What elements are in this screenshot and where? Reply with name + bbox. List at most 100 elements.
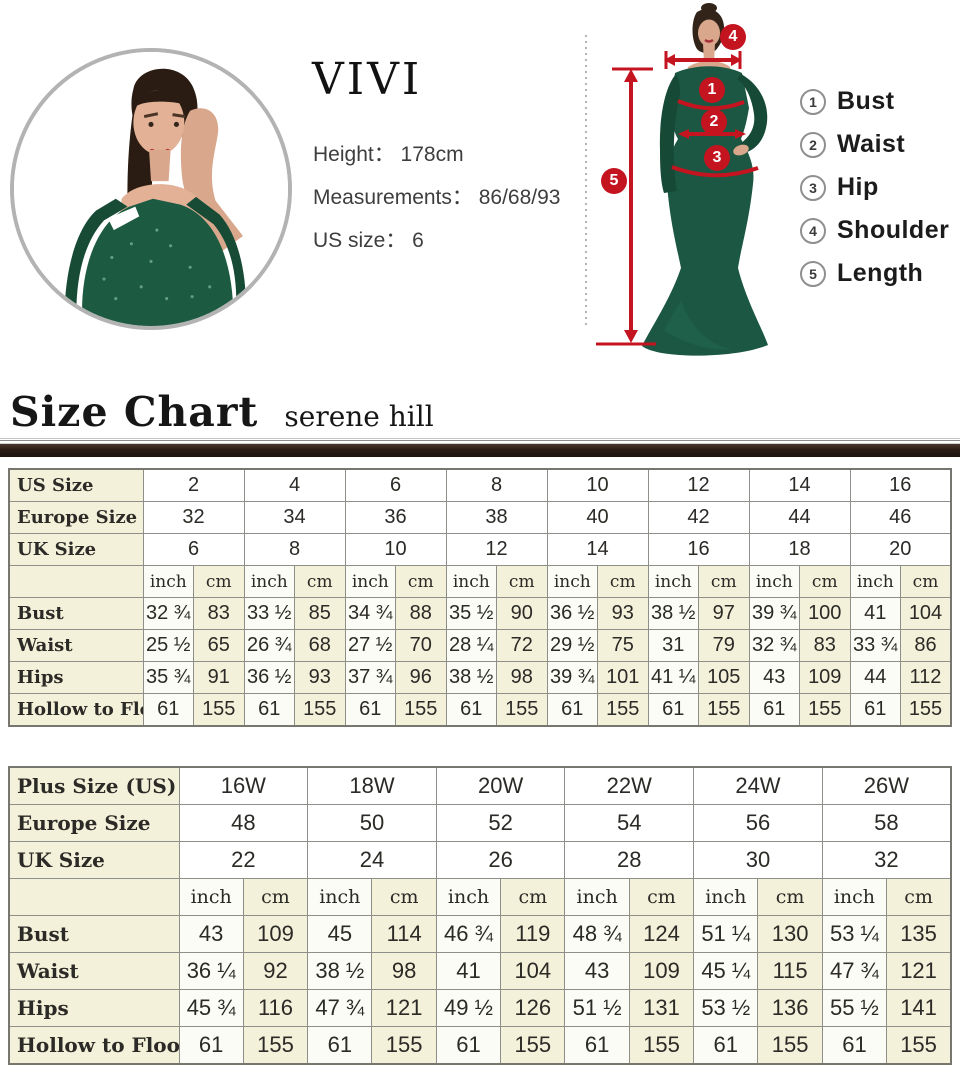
size-cell: 38 xyxy=(445,501,548,534)
inch-value-cell: 46 ¾ xyxy=(435,915,502,953)
size-cell: 6 xyxy=(344,468,447,502)
row-label: US Size xyxy=(8,468,144,502)
inch-value-cell: 45 xyxy=(307,915,373,953)
unit-cm-header: cm xyxy=(900,565,952,598)
inch-value-cell: 61 xyxy=(307,1026,373,1065)
cm-value-cell: 97 xyxy=(698,597,750,630)
size-row: UK Size 6 8 10 12 14 16 18 20 xyxy=(8,533,952,566)
cm-value-cell: 155 xyxy=(597,693,649,727)
cm-value-cell: 141 xyxy=(886,989,952,1027)
measure-marker-2: 2 xyxy=(701,109,727,135)
row-label: UK Size xyxy=(8,841,180,879)
model-photo xyxy=(10,48,292,330)
unit-inch-header: inch xyxy=(693,878,759,916)
size-row: US Size 2 4 6 8 10 12 14 16 xyxy=(8,468,952,502)
cm-value-cell: 96 xyxy=(395,661,447,694)
size-cell: 16 xyxy=(849,468,952,502)
size-row: Europe Size 48 50 52 54 56 58 xyxy=(8,804,952,842)
inch-value-cell: 55 ½ xyxy=(821,989,888,1027)
cm-value-cell: 68 xyxy=(294,629,346,662)
size-cell: 36 xyxy=(344,501,447,534)
inch-value-cell: 45 ¼ xyxy=(693,952,759,990)
inch-value-cell: 61 xyxy=(647,693,699,727)
size-cell: 26W xyxy=(821,766,952,805)
measure-marker-3: 3 xyxy=(704,145,730,171)
model-us-size: US size： 6 xyxy=(313,229,424,252)
unit-inch-header: inch xyxy=(849,565,901,598)
legend-number-icon: 2 xyxy=(800,131,826,158)
inch-value-cell: 29 ½ xyxy=(546,629,598,662)
inch-value-cell: 35 ¾ xyxy=(142,661,194,694)
unit-inch-header: inch xyxy=(344,565,396,598)
unit-cm-header: cm xyxy=(496,565,548,598)
cm-value-cell: 131 xyxy=(628,989,695,1027)
size-cell: 56 xyxy=(693,804,823,842)
row-label: Plus Size (US) xyxy=(8,766,180,805)
measurement-figure: 1 2 3 4 5 xyxy=(560,0,810,385)
measure-marker-1: 1 xyxy=(699,77,725,103)
page-subtitle: serene hill xyxy=(284,400,434,433)
inch-value-cell: 53 ¼ xyxy=(821,915,888,953)
inch-value-cell: 31 xyxy=(647,629,699,662)
row-label xyxy=(8,878,180,916)
legend-number-icon: 5 xyxy=(800,260,826,287)
inch-value-cell: 39 ¾ xyxy=(546,661,598,694)
unit-cm-header: cm xyxy=(886,878,952,916)
row-label: Hips xyxy=(8,989,180,1027)
size-cell: 52 xyxy=(435,804,566,842)
unit-inch-header: inch xyxy=(647,565,699,598)
cm-value-cell: 155 xyxy=(799,693,851,727)
size-cell: 18 xyxy=(748,533,851,566)
cm-value-cell: 121 xyxy=(371,989,437,1027)
inch-value-cell: 33 ½ xyxy=(243,597,295,630)
measurement-legend: 1 Bust 2 Waist 3 Hip 4 Shoulder 5 Length xyxy=(800,80,949,295)
size-row: Plus Size (US) 16W 18W 20W 22W 24W 26W xyxy=(8,766,952,805)
inch-value-cell: 38 ½ xyxy=(445,661,497,694)
standard-size-table: US Size 2 4 6 8 10 12 14 16 Europe Size 32 34 36 38 40… xyxy=(8,468,952,727)
inch-value-cell: 36 ½ xyxy=(546,597,598,630)
inch-value-cell: 61 xyxy=(178,1026,244,1065)
inch-value-cell: 28 ¼ xyxy=(445,629,497,662)
size-cell: 12 xyxy=(647,468,750,502)
unit-inch-header: inch xyxy=(546,565,598,598)
cm-value-cell: 155 xyxy=(698,693,750,727)
inch-value-cell: 43 xyxy=(748,661,800,694)
row-label: Europe Size xyxy=(8,501,144,534)
cm-value-cell: 98 xyxy=(371,952,437,990)
inch-value-cell: 45 ¾ xyxy=(178,989,244,1027)
legend-label: Waist xyxy=(837,130,906,158)
divider-stripes xyxy=(0,438,960,444)
cm-value-cell: 85 xyxy=(294,597,346,630)
size-cell: 44 xyxy=(748,501,851,534)
cm-value-cell: 115 xyxy=(757,952,823,990)
unit-inch-header: inch xyxy=(748,565,800,598)
cm-value-cell: 109 xyxy=(799,661,851,694)
unit-cm-header: cm xyxy=(294,565,346,598)
cm-value-cell: 155 xyxy=(500,1026,566,1065)
inch-value-cell: 27 ½ xyxy=(344,629,396,662)
size-cell: 8 xyxy=(445,468,548,502)
measure-marker-5: 5 xyxy=(601,168,627,194)
cm-value-cell: 91 xyxy=(193,661,245,694)
inch-value-cell: 33 ¾ xyxy=(849,629,901,662)
cm-value-cell: 83 xyxy=(799,629,851,662)
legend-number-icon: 4 xyxy=(800,217,826,244)
size-cell: 18W xyxy=(307,766,437,805)
brand-title: VIVI xyxy=(312,54,423,105)
legend-item-hip: 3 Hip xyxy=(800,166,949,209)
size-cell: 32 xyxy=(821,841,952,879)
cm-value-cell: 79 xyxy=(698,629,750,662)
cm-value-cell: 155 xyxy=(757,1026,823,1065)
size-cell: 22 xyxy=(178,841,309,879)
size-chart-heading: Size Chart serene hill xyxy=(10,388,434,436)
unit-cm-header: cm xyxy=(628,878,695,916)
size-cell: 30 xyxy=(693,841,823,879)
cm-value-cell: 155 xyxy=(496,693,548,727)
inch-value-cell: 61 xyxy=(564,1026,630,1065)
cm-value-cell: 109 xyxy=(628,952,695,990)
size-cell: 20 xyxy=(849,533,952,566)
size-cell: 12 xyxy=(445,533,548,566)
inch-value-cell: 61 xyxy=(546,693,598,727)
